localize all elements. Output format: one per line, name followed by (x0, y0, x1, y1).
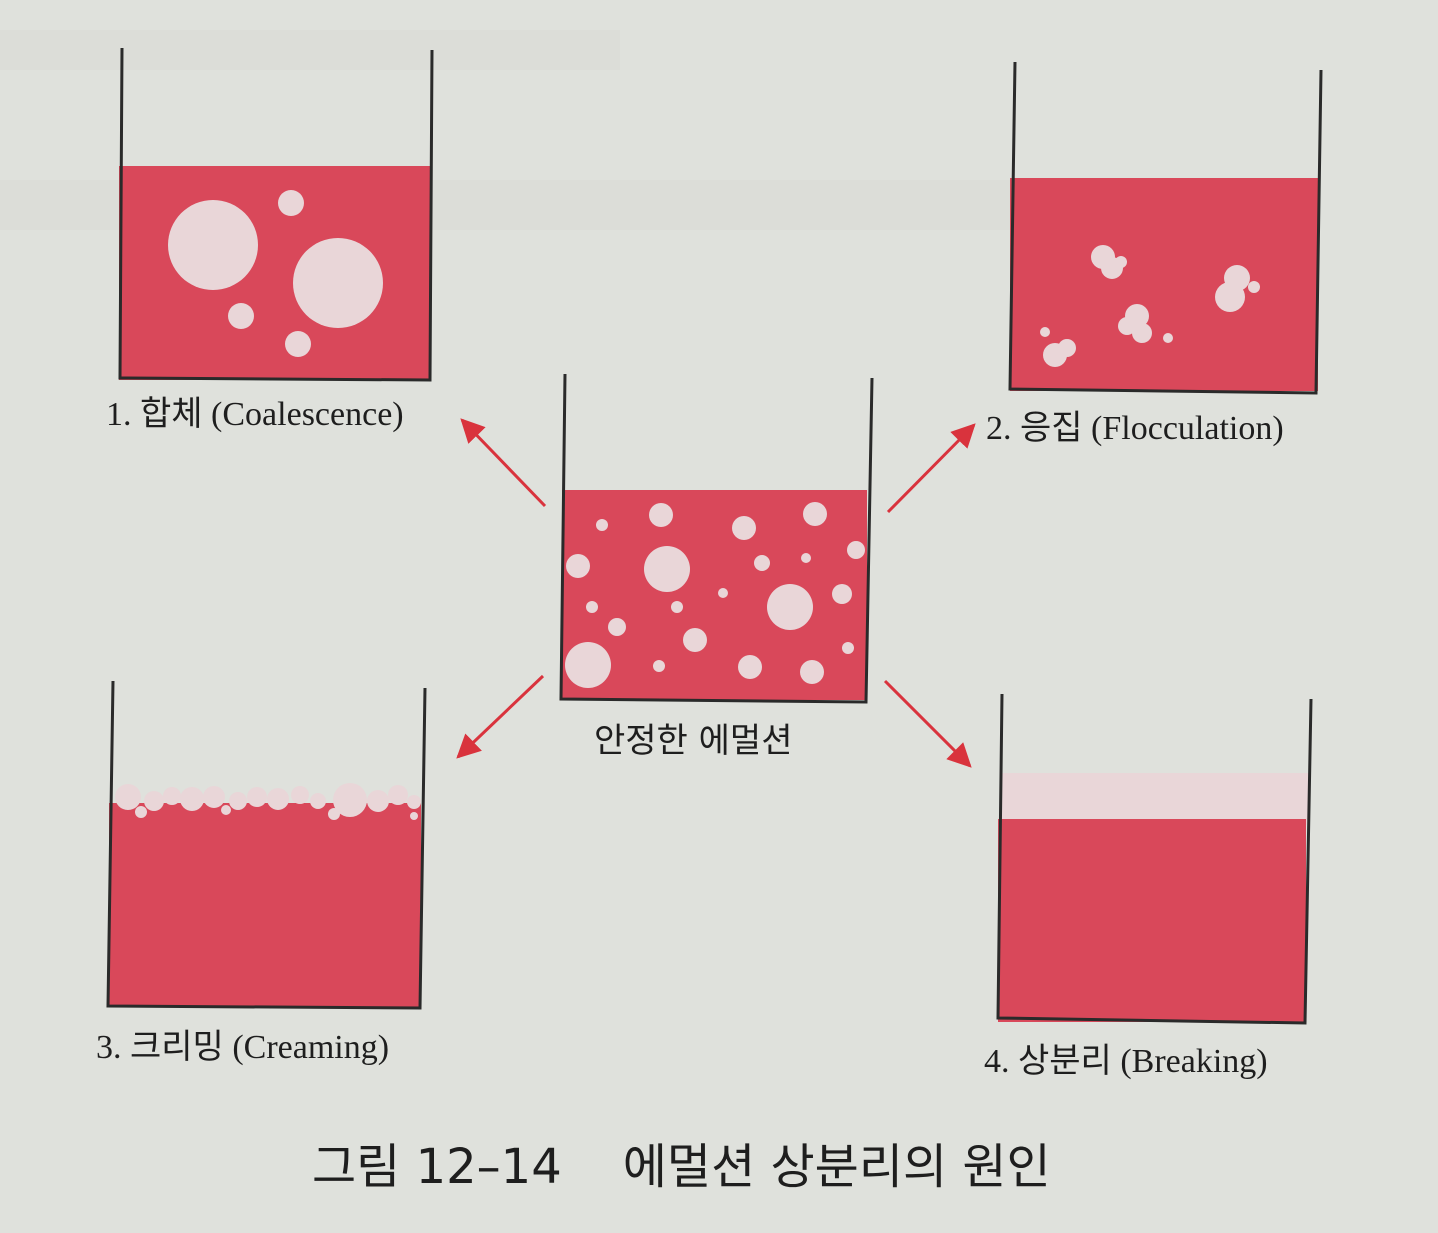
droplet (596, 519, 608, 531)
droplets-coalescence (168, 190, 383, 357)
beaker-stable-emulsion (559, 373, 874, 704)
droplet (803, 502, 827, 526)
droplet (767, 584, 813, 630)
oil-layer-breaking (1000, 773, 1309, 825)
droplet (310, 793, 326, 809)
droplet (801, 553, 811, 563)
droplet (565, 642, 611, 688)
droplet (333, 783, 367, 817)
droplet (285, 331, 311, 357)
droplet (168, 200, 258, 290)
droplets-flocculation (1040, 245, 1260, 367)
droplet (367, 790, 389, 812)
beaker-creaming (106, 680, 427, 1010)
droplet (135, 806, 147, 818)
droplet (247, 787, 267, 807)
droplets-stable (565, 502, 865, 688)
arrow-to-coalescence (460, 418, 547, 508)
droplet (293, 238, 383, 328)
beaker-flocculation (1008, 61, 1323, 395)
figure-caption: 그림 12–14 에멀션 상분리의 원인 (312, 1139, 1051, 1195)
label-breaking: 4. 상분리 (Breaking) (984, 1043, 1268, 1080)
droplet (407, 795, 421, 809)
droplet (847, 541, 865, 559)
droplet (1115, 256, 1127, 268)
droplet (718, 588, 728, 598)
droplet (267, 788, 289, 810)
beaker-outline-stable (559, 373, 874, 704)
droplet (291, 786, 309, 804)
droplet (653, 660, 665, 672)
droplet (832, 584, 852, 604)
droplet (644, 546, 690, 592)
droplet (1215, 282, 1245, 312)
droplet (163, 787, 181, 805)
droplet (203, 786, 225, 808)
droplet (566, 554, 590, 578)
droplet (1248, 281, 1260, 293)
droplet (221, 805, 231, 815)
droplet (800, 660, 824, 684)
droplet (586, 601, 598, 613)
droplet (388, 785, 408, 805)
droplet (1132, 323, 1152, 343)
beaker-coalescence (118, 47, 434, 382)
droplet (732, 516, 756, 540)
label-creaming: 3. 크리밍 (Creaming) (96, 1029, 389, 1066)
beaker-breaking (996, 693, 1313, 1025)
droplet (842, 642, 854, 654)
arrows (456, 418, 976, 768)
droplet (1058, 339, 1076, 357)
liquid-creaming (109, 803, 421, 1007)
beaker-outline-coalescence (118, 47, 434, 382)
arrow-to-breaking (883, 679, 972, 768)
beaker-outline-flocculation (1008, 61, 1323, 395)
droplet (115, 784, 141, 810)
droplet (1163, 333, 1173, 343)
label-flocculation: 2. 응집 (Flocculation) (986, 410, 1284, 447)
droplet (1040, 327, 1050, 337)
droplet (608, 618, 626, 636)
droplet (144, 791, 164, 811)
beaker-outline-breaking (996, 693, 1313, 1025)
droplet (671, 601, 683, 613)
droplet (754, 555, 770, 571)
droplet (410, 812, 418, 820)
droplet (278, 190, 304, 216)
droplet (228, 303, 254, 329)
droplet (229, 792, 247, 810)
beaker-outline-creaming (106, 680, 427, 1010)
liquid-coalescence (119, 166, 430, 380)
droplet (1118, 317, 1136, 335)
droplet (180, 787, 204, 811)
droplet (683, 628, 707, 652)
label-coalescence: 1. 합체 (Coalescence) (106, 396, 404, 433)
label-stable-emulsion: 안정한 에멀션 (594, 721, 793, 761)
arrow-to-flocculation (886, 423, 976, 514)
liquid-breaking (998, 819, 1306, 1022)
droplet (649, 503, 673, 527)
arrow-to-creaming (456, 674, 545, 759)
cream-layer (115, 783, 421, 820)
droplet (738, 655, 762, 679)
droplet (328, 808, 340, 820)
